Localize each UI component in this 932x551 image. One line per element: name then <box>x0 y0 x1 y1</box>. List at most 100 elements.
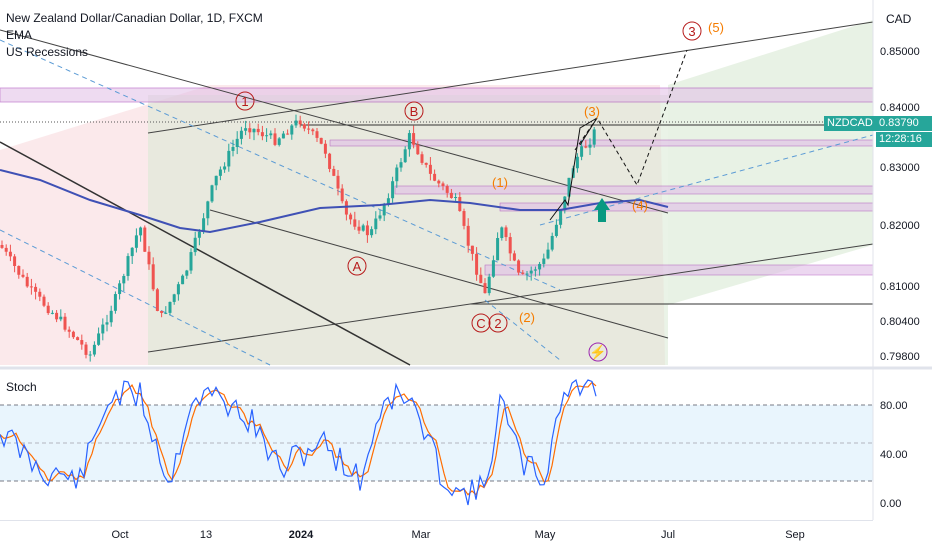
candle-body <box>399 162 403 168</box>
candle-body <box>252 128 256 133</box>
candle-body <box>59 316 63 320</box>
candle-body <box>487 276 491 294</box>
candle-body <box>441 183 445 187</box>
candle-body <box>143 227 147 252</box>
candle-body <box>13 256 17 267</box>
candle-body <box>227 150 231 167</box>
candle-body <box>407 133 411 150</box>
candle-body <box>181 275 185 285</box>
candle-body <box>370 229 374 236</box>
candle-body <box>42 296 46 306</box>
wave-circle <box>682 21 702 41</box>
indicator-recessions[interactable]: US Recessions <box>6 45 89 59</box>
candle-body <box>88 354 92 356</box>
candle-body <box>462 211 466 226</box>
level-band <box>394 185 874 195</box>
candle-body <box>449 192 453 199</box>
candle-body <box>466 225 470 246</box>
wave-circle-label: 1 <box>241 94 248 109</box>
price-tick: 0.83000 <box>880 162 920 174</box>
candle-body <box>328 153 332 169</box>
descending-line <box>0 29 669 214</box>
candle-body <box>454 197 458 199</box>
candle-body <box>155 289 159 311</box>
indicator-ema[interactable]: EMA <box>6 28 33 42</box>
time-tick: 13 <box>199 529 213 541</box>
candle-body <box>340 188 344 202</box>
candle-body <box>126 256 130 276</box>
candle-body <box>500 227 504 239</box>
candle-body <box>529 270 533 274</box>
currency-label[interactable]: CAD <box>886 12 912 26</box>
candle-body <box>353 219 357 227</box>
lightning-icon[interactable]: ⚡ <box>589 344 606 361</box>
candle-body <box>286 133 290 135</box>
symbol-title[interactable]: New Zealand Dollar/Canadian Dollar, 1D, … <box>6 11 263 25</box>
candle-body <box>588 144 592 148</box>
wave-labels: 1 B A C 2 3 (3) (1) (4) (2) (5) <box>235 20 724 333</box>
long-trend-line <box>0 141 411 366</box>
candle-body <box>71 331 75 338</box>
candle-body <box>239 130 243 139</box>
candle-body <box>76 337 80 341</box>
candle-body <box>244 128 248 131</box>
candle-body <box>475 253 479 275</box>
time-axis[interactable]: Oct 13 2024 Mar May Jul Sep <box>0 520 873 551</box>
candle-body <box>25 276 29 287</box>
price-tick: 0.79800 <box>880 351 920 363</box>
channel-bottom <box>147 243 874 353</box>
candle-body <box>218 169 222 176</box>
candle-body <box>386 198 390 204</box>
candle-body <box>46 305 50 314</box>
wave-circle-label: B <box>410 104 419 119</box>
time-tick: Sep <box>785 529 805 541</box>
candle-body <box>554 224 558 236</box>
candle-body <box>361 225 365 231</box>
candle-body <box>134 235 138 248</box>
candle-body <box>550 235 554 250</box>
stoch-tick: 0.00 <box>880 498 902 510</box>
candle-body <box>38 291 42 297</box>
candle-body <box>365 225 369 236</box>
wave-circle-label: C <box>476 316 485 331</box>
candle-body <box>193 237 197 253</box>
stoch-k-line <box>0 378 597 506</box>
candle-body <box>315 131 319 138</box>
candle-body <box>105 322 109 325</box>
candle-body <box>223 166 227 170</box>
candle-body <box>97 333 101 345</box>
candle-body <box>357 226 361 231</box>
candle-body <box>382 203 386 216</box>
wave-degree-label: (3) <box>584 104 600 119</box>
wave-degree-label: (4) <box>632 198 648 213</box>
candle-body <box>281 133 285 139</box>
candle-body <box>139 227 143 236</box>
candle-body <box>512 253 516 261</box>
time-tick: Jul <box>660 529 676 541</box>
candle-body <box>349 214 353 220</box>
candle-body <box>437 180 441 184</box>
candle-body <box>395 167 399 182</box>
candle-body <box>55 312 59 320</box>
candle-body <box>378 215 382 219</box>
wave-circle-label: 3 <box>688 24 695 39</box>
wave-circle-label: A <box>353 259 362 274</box>
candle-body <box>84 344 88 355</box>
candle-body <box>584 146 588 148</box>
candle-body <box>151 264 155 290</box>
candle-body <box>580 146 584 157</box>
candle-body <box>277 138 281 145</box>
wave-circle <box>488 313 508 333</box>
descending-line-lower <box>209 209 669 339</box>
candle-body <box>109 310 113 323</box>
wave-degree-label: (1) <box>492 175 508 190</box>
candle-body <box>496 238 500 261</box>
candle-body <box>458 197 462 212</box>
candle-body <box>538 263 542 270</box>
candle-body <box>206 201 210 219</box>
stoch-indicator-label[interactable]: Stoch <box>6 380 37 394</box>
candle-body <box>491 260 495 277</box>
candle-body <box>273 133 277 145</box>
candle-body <box>235 138 239 147</box>
